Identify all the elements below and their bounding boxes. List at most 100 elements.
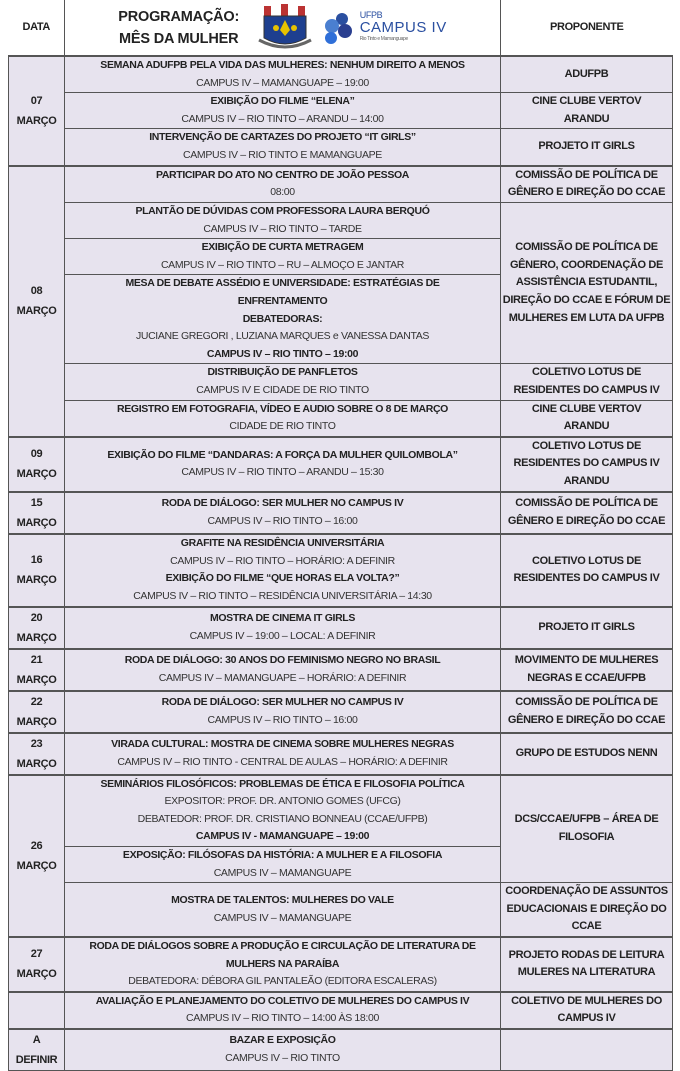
text-line: RODA DE DIÁLOGO: SER MULHER NO CAMPUS IV bbox=[161, 696, 404, 708]
text-line: CAMPUS IV – RIO TINTO bbox=[225, 1052, 340, 1065]
date-cell: 20 MARÇO bbox=[8, 605, 65, 650]
date-text: MARÇO bbox=[16, 305, 57, 318]
date-text: MARÇO bbox=[16, 968, 57, 981]
text-line: CAMPUS IV – RIO TINTO - CENTRAL DE AULAS… bbox=[117, 755, 448, 768]
proponent-text: PROJETO IT GIRLS bbox=[538, 620, 635, 633]
schedule-row: 16 MARÇO GRAFITE NA RESIDÊNCIA UNIVERSITÁR… bbox=[8, 532, 673, 608]
event-cell: SEMINÁRIOS FILOSÓFICOS: PROBLEMAS DE ÉTI… bbox=[64, 773, 501, 848]
title-line-1: PROGRAMAÇÃO: bbox=[118, 8, 240, 25]
proponent-text: COMISSÃO DE POLÍTICA DE bbox=[515, 168, 658, 181]
proponent-text: MOVIMENTO DE MULHERES bbox=[514, 654, 659, 666]
text-line: EXIBIÇÃO DO FILME “ELENA” bbox=[210, 95, 355, 108]
text-line: CAMPUS IV – MAMANGUAPE bbox=[213, 911, 352, 924]
text-line: AVALIAÇÃO E PLANEJAMENTO DO COLETIVO DE … bbox=[95, 994, 470, 1007]
text-line: CAMPUS IV – 19:00 – LOCAL: A DEFINIR bbox=[189, 629, 376, 642]
event-cell: RODA DE DIÁLOGO: SER MULHER NO CAMPUS IV… bbox=[64, 689, 501, 734]
schedule-row: EXPOSIÇÃO: FILÓSOFAS DA HISTÓRIA: A MULH… bbox=[9, 846, 673, 884]
proponent-text: COMISSÃO DE POLÍTICA DE bbox=[515, 497, 658, 509]
event-cell: SEMANA ADUFPB PELA VIDA DAS MULHERES: NE… bbox=[64, 55, 501, 94]
date-cell: 22 MARÇO bbox=[8, 689, 65, 734]
text-line: CAMPUS IV – RIO TINTO – RU – ALMOÇO E JA… bbox=[160, 258, 405, 271]
text-line: CAMPUS IV - MAMANGUAPE – 19:00 bbox=[195, 830, 370, 843]
text-line: JUCIANE GREGORI , LUZIANA MARQUES e VANE… bbox=[135, 330, 430, 343]
proponent-text: COLETIVO DE MULHERES DO bbox=[511, 994, 662, 1007]
proponent-cell: MOVIMENTO DE MULHERES NEGRAS E CCAE/UFPB bbox=[500, 647, 673, 692]
date-text: 22 bbox=[30, 695, 43, 708]
text-line: CAMPUS IV – RIO TINTO – RESIDÊNCIA UNIVE… bbox=[133, 589, 432, 602]
schedule-row: DISTRIBUIÇÃO DE PANFLETOS CAMPUS IV E CID… bbox=[9, 363, 673, 401]
event-cell: REGISTRO EM FOTOGRAFIA, VÍDEO E AUDIO SO… bbox=[64, 399, 501, 438]
text-line: CAMPUS IV – RIO TINTO – HORÁRIO: A DEFIN… bbox=[170, 554, 395, 567]
text-line: RODA DE DIÁLOGO: SER MULHER NO CAMPUS IV bbox=[161, 497, 404, 509]
proponent-cell: ADUFPB bbox=[500, 55, 673, 94]
text-line: MOSTRA DE TALENTOS: MULHERES DO VALE bbox=[171, 894, 394, 907]
proponent-cell: COLETIVO DE MULHERES DO CAMPUS IV bbox=[500, 990, 673, 1030]
event-cell: PLANTÃO DE DÚVIDAS COM PROFESSORA LAURA … bbox=[64, 202, 501, 240]
date-cell bbox=[8, 990, 65, 1030]
proponent-cell: CINE CLUBE VERTOV ARANDU bbox=[500, 399, 673, 438]
date-text: MARÇO bbox=[16, 516, 57, 529]
proponent-text: COORDENAÇÃO DE ASSUNTOS bbox=[505, 885, 668, 898]
text-line: CAMPUS IV – RIO TINTO – 19:00 bbox=[206, 347, 359, 360]
proponent-text: COMISSÃO DE POLÍTICA DE bbox=[515, 241, 658, 254]
proponent-text: DIREÇÃO DO CCAE E FÓRUM DE bbox=[502, 294, 671, 307]
schedule-row: 27 MARÇO RODA DE DIÁLOGOS SOBRE A PRODUÇÃO… bbox=[8, 936, 673, 993]
date-text: MARÇO bbox=[16, 859, 57, 872]
proponent-text: MULERES NA LITERATURA bbox=[517, 966, 656, 979]
date-text: MARÇO bbox=[16, 631, 57, 644]
text-line: CAMPUS IV – RIO TINTO – TARDE bbox=[203, 222, 362, 235]
text-line: CAMPUS IV E CIDADE DE RIO TINTO bbox=[196, 384, 369, 397]
text-line: INTERVENÇÃO DE CARTAZES DO PROJETO “IT G… bbox=[149, 131, 416, 144]
logo-campus-sub: Rio Tinto e Mamanguape bbox=[359, 36, 409, 42]
text-line: RODA DE DIÁLOGOS SOBRE A PRODUÇÃO E CIRC… bbox=[89, 940, 476, 953]
text-line: DISTRIBUIÇÃO DE PANFLETOS bbox=[207, 366, 358, 379]
date-cell: 21 MARÇO bbox=[8, 647, 65, 692]
proponent-cell: COLETIVO LOTUS DE RESIDENTES DO CAMPUS IV bbox=[500, 532, 673, 608]
event-cell: DISTRIBUIÇÃO DE PANFLETOS CAMPUS IV E CID… bbox=[64, 363, 501, 401]
text-line: REGISTRO EM FOTOGRAFIA, VÍDEO E AUDIO SO… bbox=[116, 402, 448, 415]
date-text: 27 bbox=[30, 948, 43, 961]
date-cell: 15 MARÇO bbox=[8, 490, 65, 535]
proponent-cell: COLETIVO LOTUS DE RESIDENTES DO CAMPUS IV… bbox=[500, 435, 673, 493]
schedule-row: 22 MARÇO RODA DE DIÁLOGO: SER MULHER NO CA… bbox=[8, 689, 673, 734]
campus-iv-logo-text: UFPB CAMPUS IV Rio Tinto e Mamanguape bbox=[360, 11, 447, 44]
proponent-text: RESIDENTES DO CAMPUS IV bbox=[513, 572, 660, 585]
text-line: DEBATEDORA: DÉBORA GIL PANTALEÃO (EDITOR… bbox=[128, 975, 437, 988]
date-cell: 27 MARÇO bbox=[8, 936, 65, 993]
header-row: DATA PROGRAMAÇÃO: MÊS DA MULHER bbox=[8, 0, 673, 57]
event-cell: MOSTRA DE TALENTOS: MULHERES DO VALE CAMP… bbox=[64, 882, 501, 938]
text-line: MULHERS NA PARAÍBA bbox=[225, 957, 340, 970]
proponent-text: ARANDU bbox=[563, 420, 610, 433]
date-text: 26 bbox=[30, 839, 43, 852]
text-line: SEMANA ADUFPB PELA VIDA DAS MULHERES: NE… bbox=[100, 59, 465, 71]
text-line: DEBATEDOR: PROF. DR. CRISTIANO BONNEAU (… bbox=[137, 812, 428, 825]
proponent-text: COLETIVO LOTUS DE bbox=[532, 366, 641, 379]
text-line: VIRADA CULTURAL: MOSTRA DE CINEMA SOBRE … bbox=[111, 738, 454, 750]
date-cell: 07 MARÇO bbox=[8, 55, 65, 167]
proponent-cell: COMISSÃO DE POLÍTICA DE GÊNERO, COORDENAÇ… bbox=[500, 202, 673, 365]
date-text: 07 bbox=[30, 94, 43, 107]
text-line: ENFRENTAMENTO bbox=[237, 295, 328, 308]
text-line: EXIBIÇÃO DO FILME “DANDARAS: A FORÇA DA … bbox=[107, 448, 458, 461]
event-cell: RODA DE DIÁLOGO: SER MULHER NO CAMPUS IV… bbox=[64, 490, 501, 535]
text-line: MESA DE DEBATE ASSÉDIO E UNIVERSIDADE: E… bbox=[125, 277, 440, 290]
text-line: GRAFITE NA RESIDÊNCIA UNIVERSITÁRIA bbox=[180, 536, 385, 549]
text-line: CAMPUS IV – RIO TINTO – 16:00 bbox=[207, 514, 358, 527]
event-cell: RODA DE DIÁLOGOS SOBRE A PRODUÇÃO E CIRC… bbox=[64, 936, 501, 993]
text-line: EXIBIÇÃO DO FILME “QUE HORAS ELA VOLTA?” bbox=[165, 572, 400, 585]
logos: UFPB CAMPUS IV Rio Tinto e Mamanguape bbox=[256, 3, 447, 52]
schedule-row: AVALIAÇÃO E PLANEJAMENTO DO COLETIVO DE … bbox=[8, 990, 673, 1030]
schedule-row: 26 MARÇO SEMINÁRIOS FILOSÓFICOS: PROBLEMAS… bbox=[8, 773, 673, 938]
date-cell: 16 MARÇO bbox=[8, 532, 65, 608]
proponent-cell: PROJETO IT GIRLS bbox=[500, 605, 673, 650]
schedule-row: A DEFINIR BAZAR E EXPOSIÇÃO CAMPUS IV – RIO… bbox=[8, 1028, 673, 1071]
schedule-row: INTERVENÇÃO DE CARTAZES DO PROJETO “IT G… bbox=[9, 128, 673, 167]
text-line: PLANTÃO DE DÚVIDAS COM PROFESSORA LAURA … bbox=[135, 205, 430, 218]
text-line: CAMPUS IV – MAMANGUAPE bbox=[213, 866, 352, 879]
ufpb-crest-logo bbox=[257, 3, 312, 48]
event-cell: AVALIAÇÃO E PLANEJAMENTO DO COLETIVO DE … bbox=[64, 990, 501, 1030]
proponent-cell: PROJETO IT GIRLS bbox=[500, 128, 673, 167]
date-cell: 23 MARÇO bbox=[8, 731, 65, 776]
event-cell: EXIBIÇÃO DO FILME “DANDARAS: A FORÇA DA … bbox=[64, 435, 501, 493]
proponent-text: COLETIVO LOTUS DE bbox=[532, 439, 641, 452]
